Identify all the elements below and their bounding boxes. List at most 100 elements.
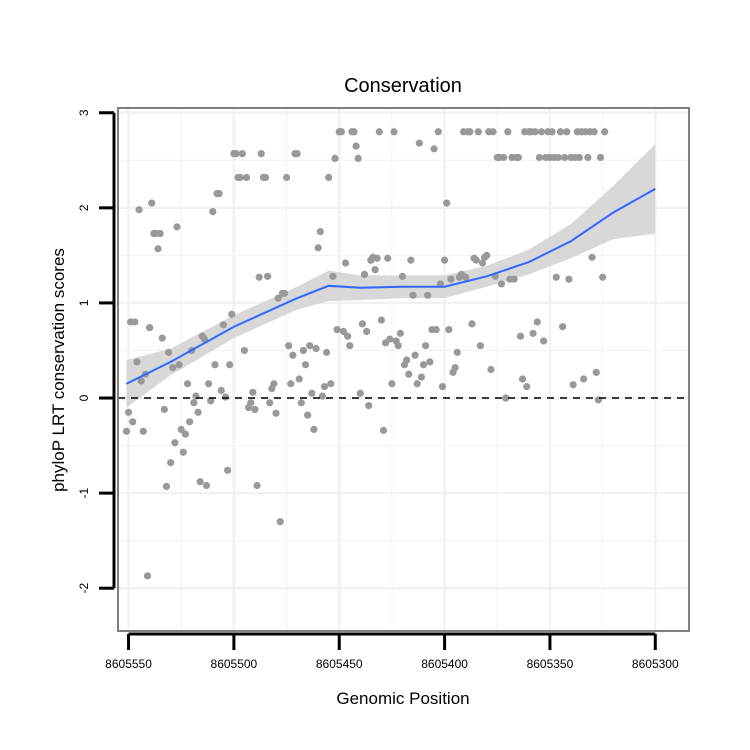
x-tick-label: 8605500 <box>211 657 258 671</box>
data-point <box>403 356 411 364</box>
smooth-line <box>125 187 656 385</box>
data-point <box>430 145 438 153</box>
data-point <box>171 439 179 447</box>
data-point <box>510 275 518 283</box>
data-point <box>514 153 522 162</box>
data-point <box>289 351 297 359</box>
data-point <box>282 173 291 182</box>
data-point <box>146 324 154 332</box>
data-point <box>207 397 215 405</box>
data-point <box>360 270 369 279</box>
confidence-ribbon <box>126 144 656 408</box>
data-point <box>186 418 194 426</box>
data-point <box>242 173 251 182</box>
x-tick-label: 8605550 <box>105 657 152 671</box>
data-point <box>601 128 609 136</box>
data-point <box>499 153 508 162</box>
data-point <box>379 426 388 434</box>
data-point <box>413 380 421 388</box>
data-point <box>352 142 360 150</box>
data-point <box>432 325 440 334</box>
data-point <box>466 128 474 136</box>
data-point <box>139 427 147 435</box>
data-point <box>447 275 455 283</box>
y-tick-label: -2 <box>77 583 91 594</box>
data-point <box>308 389 316 397</box>
data-point <box>487 365 495 374</box>
data-point <box>131 318 139 326</box>
data-point <box>443 199 451 207</box>
data-point <box>373 254 381 262</box>
data-point <box>386 335 394 343</box>
data-point <box>322 348 331 356</box>
data-point <box>196 478 204 486</box>
data-point <box>137 377 145 385</box>
data-point <box>394 342 402 350</box>
data-point <box>148 199 156 207</box>
data-point <box>320 383 329 391</box>
data-point <box>337 128 345 136</box>
data-point <box>356 389 364 397</box>
plot-panel <box>118 108 689 631</box>
data-point <box>462 273 470 281</box>
data-point <box>310 425 318 434</box>
y-tick-label: 0 <box>77 394 91 401</box>
data-point <box>205 380 213 388</box>
data-point <box>548 128 556 136</box>
data-point <box>453 348 461 356</box>
confidence-band <box>126 144 656 408</box>
data-point <box>318 392 326 400</box>
data-point <box>440 256 449 264</box>
data-point <box>133 358 141 366</box>
data-point <box>217 386 225 395</box>
data-point <box>478 259 487 267</box>
data-point <box>154 245 162 253</box>
data-point <box>339 327 348 336</box>
data-point <box>314 244 322 252</box>
scatter-points <box>122 128 609 580</box>
data-point <box>158 334 166 342</box>
data-point <box>558 323 567 331</box>
data-point <box>588 253 596 261</box>
data-point <box>247 399 255 407</box>
grid-lines <box>118 108 689 631</box>
data-point <box>396 329 404 337</box>
data-point <box>502 394 510 402</box>
data-point <box>221 393 230 401</box>
data-point <box>411 351 419 359</box>
data-point <box>293 150 301 158</box>
data-point <box>438 383 447 391</box>
data-point <box>209 208 217 216</box>
data-point <box>251 405 259 414</box>
data-point <box>297 399 305 407</box>
data-point <box>306 342 314 350</box>
data-point <box>556 128 565 136</box>
data-point <box>223 466 232 474</box>
data-point <box>561 153 569 162</box>
data-point <box>162 482 171 491</box>
y-axis-label: phyloP LRT conservation scores <box>49 248 68 492</box>
data-point <box>295 375 303 383</box>
data-point <box>417 373 426 381</box>
y-tick-label: 3 <box>77 109 91 116</box>
data-point <box>575 153 584 162</box>
data-point <box>497 280 506 288</box>
data-point <box>533 318 541 326</box>
data-point <box>253 481 261 490</box>
data-point <box>350 128 358 136</box>
data-point <box>177 425 185 434</box>
data-point <box>483 251 491 259</box>
data-point <box>179 448 187 456</box>
data-point <box>215 189 223 198</box>
data-point <box>232 150 240 158</box>
data-point <box>156 229 164 238</box>
plot-border <box>117 107 690 632</box>
x-axis: 8605550 8605500 8605450 8605400 8605350 86053… <box>105 632 679 671</box>
data-point <box>365 402 373 410</box>
data-point <box>422 342 430 350</box>
data-point <box>183 380 192 388</box>
data-point <box>363 327 371 336</box>
data-point <box>563 128 571 136</box>
data-point <box>540 337 548 345</box>
